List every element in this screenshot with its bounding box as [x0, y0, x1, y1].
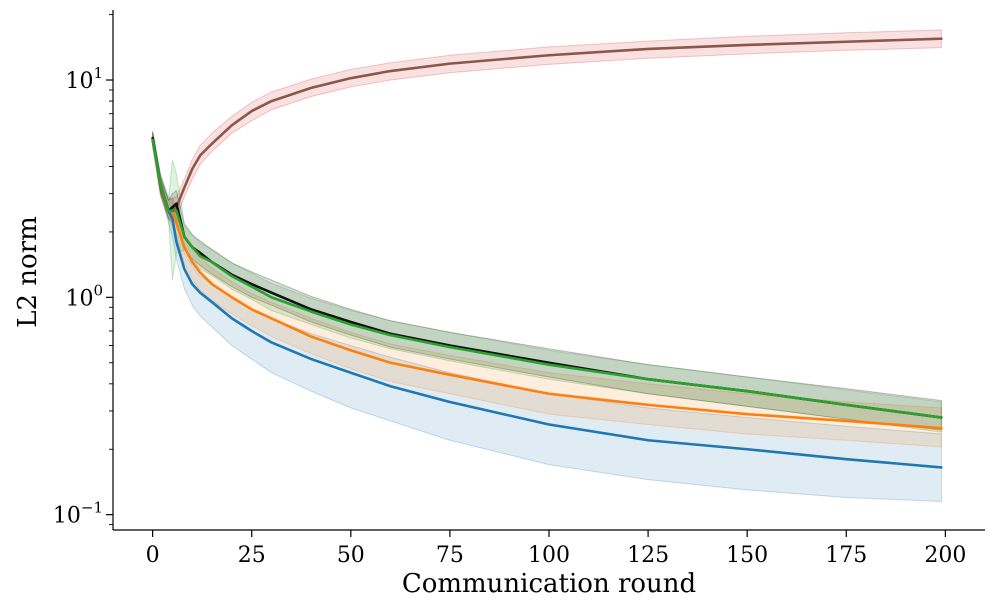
x-axis-label: Communication round — [402, 569, 696, 599]
y-axis-label: L2 norm — [13, 216, 43, 328]
y-axis-ticks: 10−1 100 101 — [53, 14, 113, 529]
band-brown — [152, 29, 942, 220]
x-tick-label: 175 — [825, 543, 867, 568]
x-tick-label: 50 — [337, 543, 365, 568]
y-tick-label: 100 — [65, 281, 103, 311]
x-tick-label: 150 — [726, 543, 768, 568]
band-blue — [152, 131, 942, 502]
series-line-orange — [151, 138, 943, 430]
x-axis-ticks: 0 25 50 75 100 125 150 175 200 — [146, 530, 966, 568]
band-black — [152, 131, 942, 431]
y-tick-label: 10−1 — [53, 499, 103, 529]
x-tick-label: 125 — [627, 543, 669, 568]
y-tick-label: 101 — [65, 64, 103, 94]
x-tick-label: 100 — [528, 543, 570, 568]
x-tick-label: 200 — [924, 543, 966, 568]
series-line-green — [151, 138, 943, 419]
series-line-blue — [151, 138, 943, 469]
band-orange — [152, 132, 942, 448]
x-tick-label: 0 — [146, 543, 160, 568]
x-tick-label: 75 — [436, 543, 464, 568]
series-lines — [151, 37, 943, 469]
x-tick-label: 25 — [238, 543, 266, 568]
